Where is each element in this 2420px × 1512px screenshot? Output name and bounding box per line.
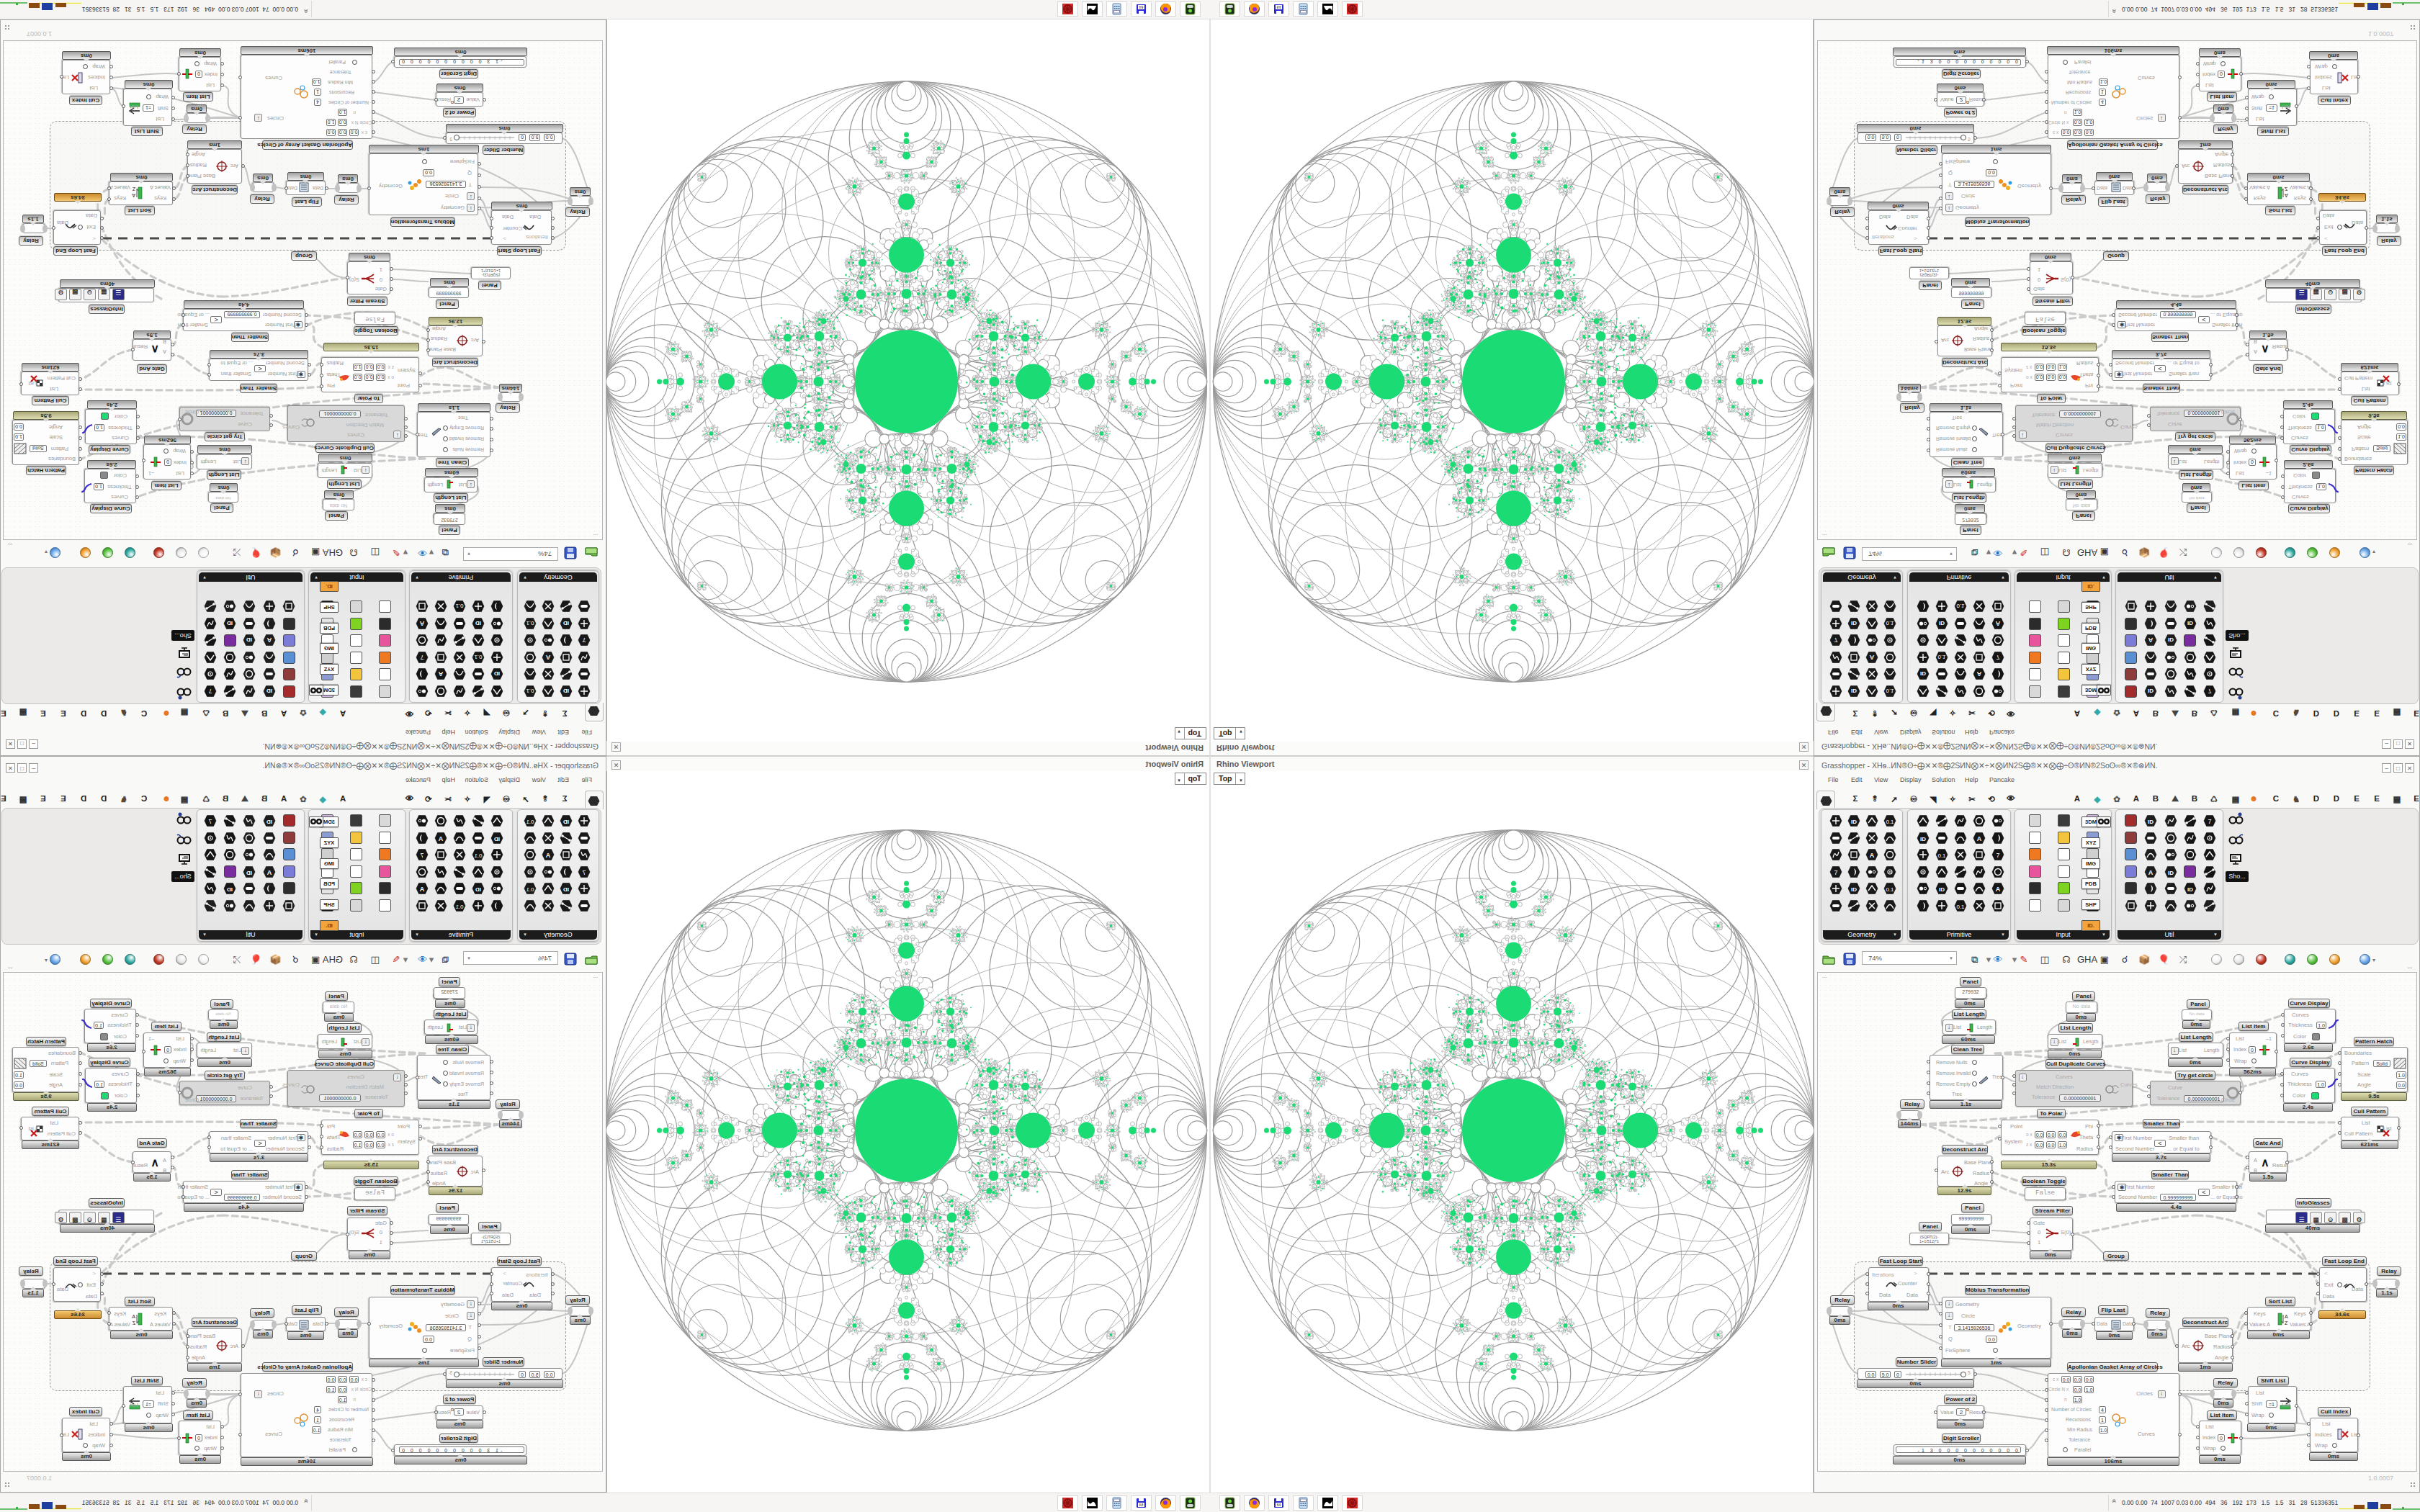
svg-text:Z: Z [132,186,135,192]
svg-text:Z: Z [2285,1320,2288,1326]
svg-text:A: A [2285,1314,2288,1319]
svg-text:A: A [2285,193,2288,198]
svg-text:A: A [132,193,135,198]
svg-text:Z: Z [132,1320,135,1326]
svg-text:Z: Z [2285,186,2288,192]
svg-text:A: A [132,1314,135,1319]
